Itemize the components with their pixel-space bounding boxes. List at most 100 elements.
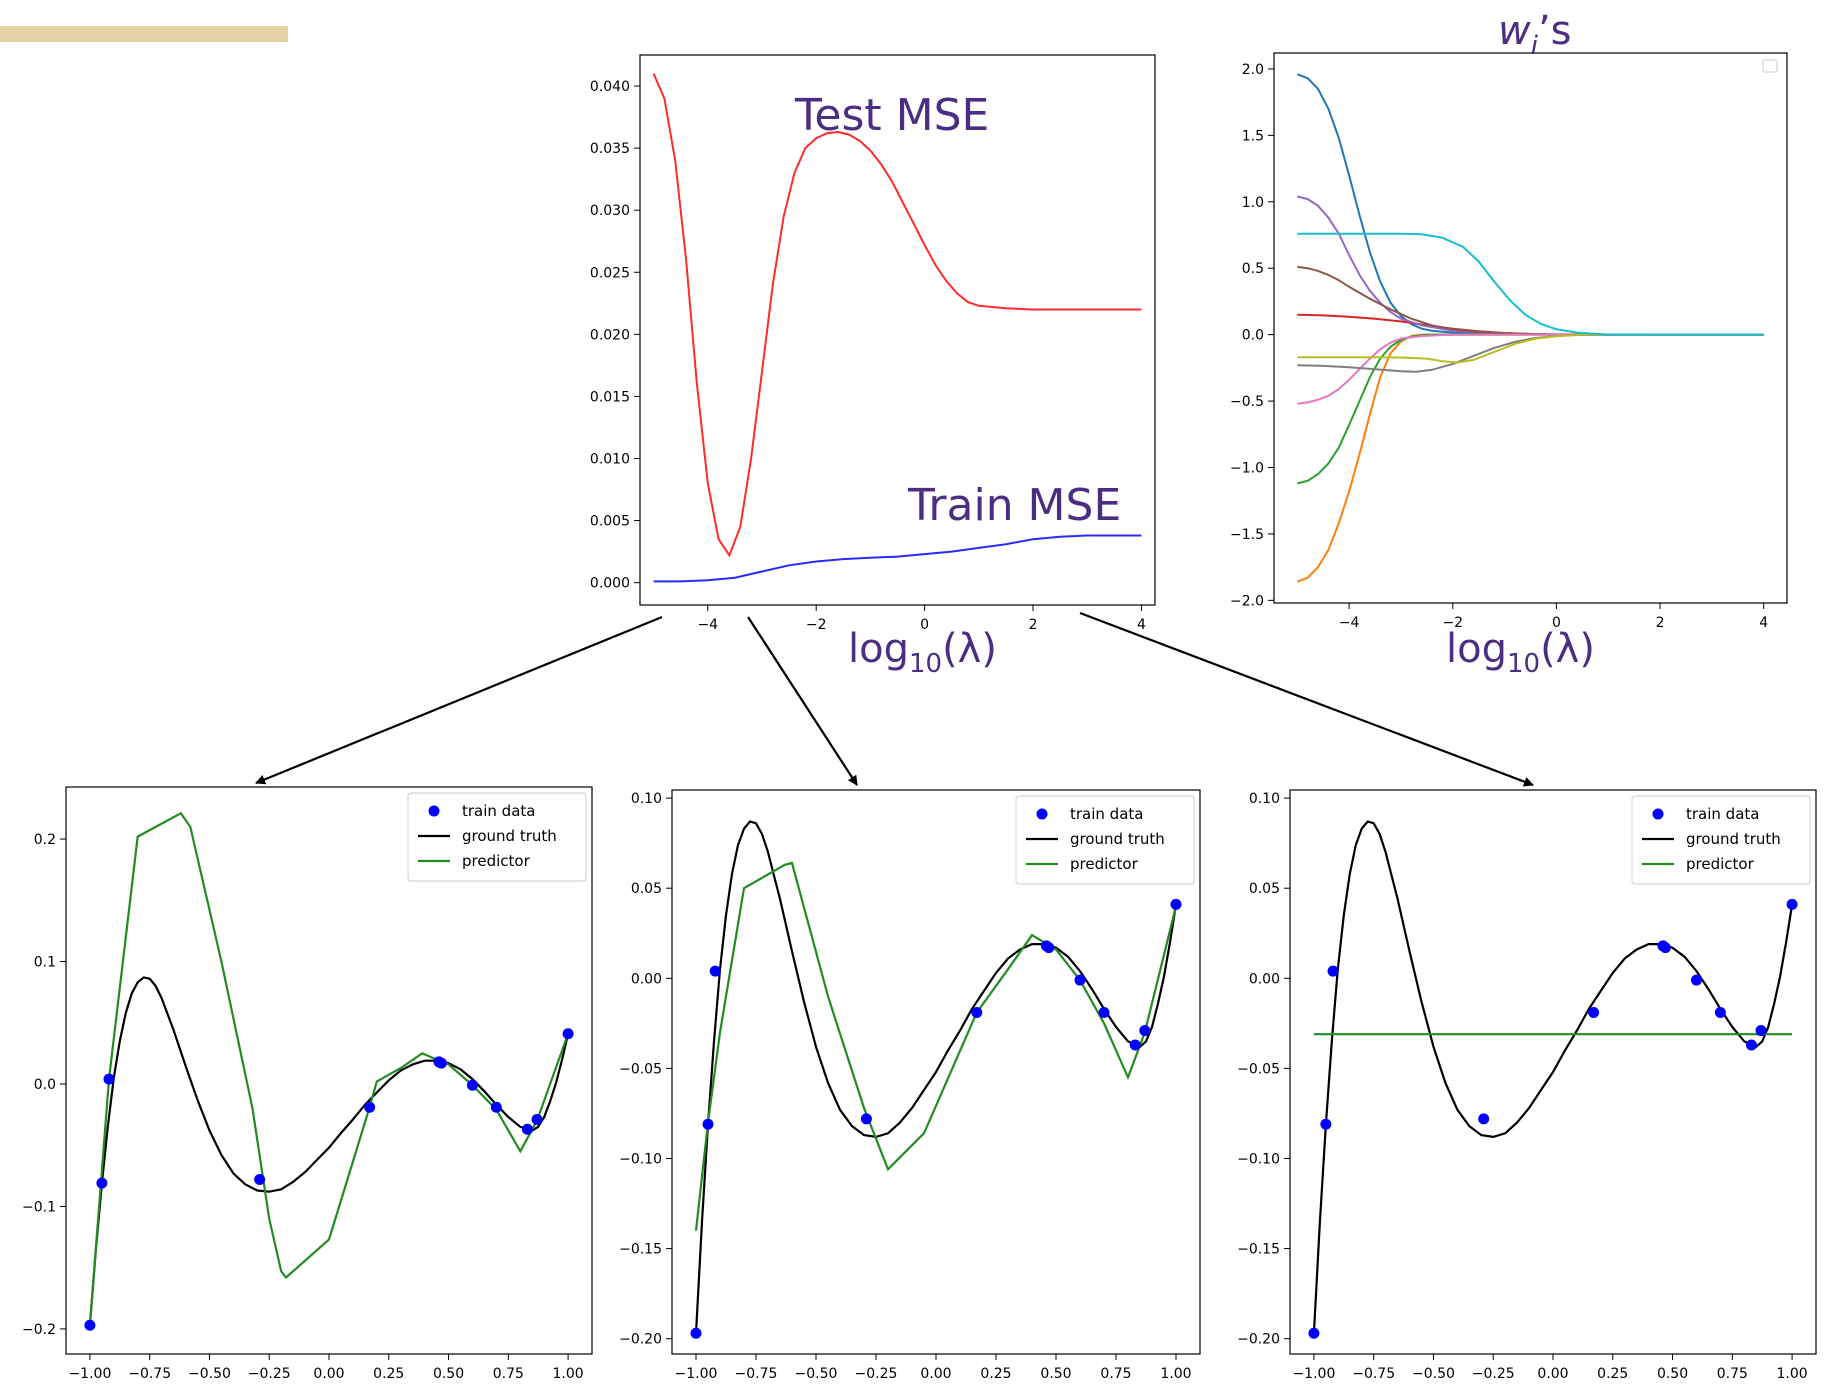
y-tick-label: −0.20 bbox=[1237, 1332, 1280, 1348]
ground-truth-line bbox=[694, 820, 1178, 1334]
train-data-point bbox=[103, 1073, 115, 1085]
y-tick-label: 0.025 bbox=[590, 265, 630, 281]
train-data-point bbox=[1043, 942, 1055, 954]
mse-series-line-1 bbox=[653, 534, 1142, 583]
train-data-point bbox=[1308, 1327, 1320, 1339]
x-tick-label: 2 bbox=[1029, 617, 1038, 633]
x-tick-label: 1.00 bbox=[553, 1366, 584, 1382]
arrow-to-small-lambda bbox=[255, 615, 663, 785]
arrow-to-large-lambda bbox=[1079, 611, 1534, 787]
x-tick-label: −0.50 bbox=[1412, 1366, 1455, 1382]
plot-frame bbox=[1273, 52, 1788, 604]
train-data-point bbox=[490, 1101, 502, 1113]
y-tick-label: 0.035 bbox=[590, 141, 630, 157]
y-tick-label: 0.00 bbox=[631, 971, 662, 987]
y-tick-label: 0.2 bbox=[34, 832, 56, 848]
y-tick-label: −0.1 bbox=[22, 1199, 56, 1215]
train-data-point bbox=[521, 1123, 533, 1135]
predictor-line bbox=[694, 861, 1178, 1231]
train-data-point bbox=[1714, 1007, 1726, 1019]
y-tick-label: −0.15 bbox=[619, 1242, 662, 1258]
train-data-point bbox=[860, 1113, 872, 1125]
x-tick-label: −1.00 bbox=[1292, 1366, 1335, 1382]
y-tick-label: 0.000 bbox=[590, 576, 630, 592]
legend-box bbox=[1015, 795, 1195, 885]
x-tick-label: 2 bbox=[1656, 615, 1665, 631]
y-tick-label: 1.0 bbox=[1242, 195, 1264, 211]
accent-bar bbox=[0, 26, 288, 42]
x-tick-label: 0.25 bbox=[980, 1366, 1011, 1382]
fit-small-lambda-plot: −1.00 −0.75 −0.50 −0.25 0.00 0.25 0.50 0.75 1.00… bbox=[22, 786, 593, 1382]
x-tick-label: 0.25 bbox=[373, 1366, 404, 1382]
x-tick-label: 0.00 bbox=[920, 1366, 951, 1382]
x-tick-label: −0.25 bbox=[855, 1366, 898, 1382]
y-tick-label: 0.0 bbox=[34, 1077, 56, 1093]
legend-label: train data bbox=[1686, 805, 1759, 823]
legend-box bbox=[1631, 795, 1811, 885]
y-tick-label: −0.2 bbox=[22, 1322, 56, 1338]
train-data-point bbox=[1170, 898, 1182, 910]
plot-frame bbox=[639, 54, 1156, 606]
mse-x-axis-label: log10(λ) bbox=[848, 626, 997, 679]
x-tick-label: −4 bbox=[1339, 615, 1360, 631]
y-tick-label: 0.05 bbox=[631, 881, 662, 897]
y-tick-label: −1.0 bbox=[1230, 460, 1264, 476]
x-tick-label: −1.00 bbox=[675, 1366, 718, 1382]
train-data-point bbox=[709, 965, 721, 977]
x-tick-label: 0.50 bbox=[1657, 1366, 1688, 1382]
train-data-point bbox=[690, 1327, 702, 1339]
train-data-point bbox=[702, 1118, 714, 1130]
x-tick-label: −0.25 bbox=[1472, 1366, 1515, 1382]
x-tick-label: −2 bbox=[1442, 615, 1463, 631]
y-tick-label: −0.10 bbox=[1237, 1151, 1280, 1167]
y-tick-label: 0.020 bbox=[590, 327, 630, 343]
x-tick-label: 0.00 bbox=[313, 1366, 344, 1382]
x-tick-label: 0.75 bbox=[1100, 1366, 1131, 1382]
legend-marker bbox=[1652, 808, 1664, 820]
y-tick-label: 0.040 bbox=[590, 79, 630, 95]
weights-series-line-9 bbox=[1297, 232, 1764, 336]
x-tick-label: 0.50 bbox=[1040, 1366, 1071, 1382]
legend-label: ground truth bbox=[1686, 830, 1781, 848]
ground-truth-line bbox=[1312, 820, 1794, 1334]
legend: train data ground truth predictor bbox=[1015, 795, 1195, 885]
x-tick-label: −0.50 bbox=[188, 1366, 231, 1382]
weights-series-line-0 bbox=[1296, 73, 1764, 336]
legend-label: ground truth bbox=[462, 827, 557, 845]
train-data-point bbox=[466, 1079, 478, 1091]
mse-vs-lambda-plot: −4 −2 0 2 4 0.000 0.005 0.010 0.015 0.020 0.025 0.0… bbox=[590, 54, 1156, 633]
train-data-point bbox=[435, 1057, 447, 1069]
x-tick-label: −0.75 bbox=[1352, 1366, 1395, 1382]
train-mse-label: Train MSE bbox=[907, 480, 1121, 531]
train-data-point bbox=[84, 1319, 96, 1331]
y-tick-label: 0.10 bbox=[1249, 791, 1280, 807]
train-data-point bbox=[1098, 1007, 1110, 1019]
y-tick-label: −0.10 bbox=[619, 1151, 662, 1167]
legend-marker bbox=[428, 805, 440, 817]
x-tick-label: 0 bbox=[1552, 615, 1561, 631]
train-data-point bbox=[1690, 974, 1702, 986]
weights-x-axis-label: log10(λ) bbox=[1446, 626, 1595, 679]
x-tick-label: 0.25 bbox=[1597, 1366, 1628, 1382]
x-tick-label: −0.75 bbox=[128, 1366, 171, 1382]
train-data-point bbox=[562, 1028, 574, 1040]
empty-legend-box bbox=[1762, 59, 1778, 73]
weights-series-line-8 bbox=[1297, 333, 1764, 364]
y-tick-label: 0.0 bbox=[1242, 328, 1264, 344]
y-tick-label: 0.010 bbox=[590, 451, 630, 467]
x-tick-label: 1.00 bbox=[1777, 1366, 1808, 1382]
y-tick-label: 0.1 bbox=[34, 955, 56, 971]
train-data-point bbox=[96, 1177, 108, 1189]
weights-title: wi’s bbox=[1498, 8, 1572, 61]
x-tick-label: −0.50 bbox=[795, 1366, 838, 1382]
fit-mid-lambda-plot: −1.00 −0.75 −0.50 −0.25 0.00 0.25 0.50 0.75 1.00… bbox=[619, 789, 1201, 1382]
train-data-point bbox=[1588, 1007, 1600, 1019]
weights-series-line-5 bbox=[1297, 265, 1764, 336]
x-tick-label: −0.75 bbox=[735, 1366, 778, 1382]
ground-truth-line bbox=[88, 976, 570, 1326]
train-data-point bbox=[1745, 1039, 1757, 1051]
train-data-point bbox=[1074, 974, 1086, 986]
x-tick-label: 4 bbox=[1759, 615, 1768, 631]
legend-label: train data bbox=[1070, 805, 1143, 823]
x-tick-label: 0.50 bbox=[433, 1366, 464, 1382]
